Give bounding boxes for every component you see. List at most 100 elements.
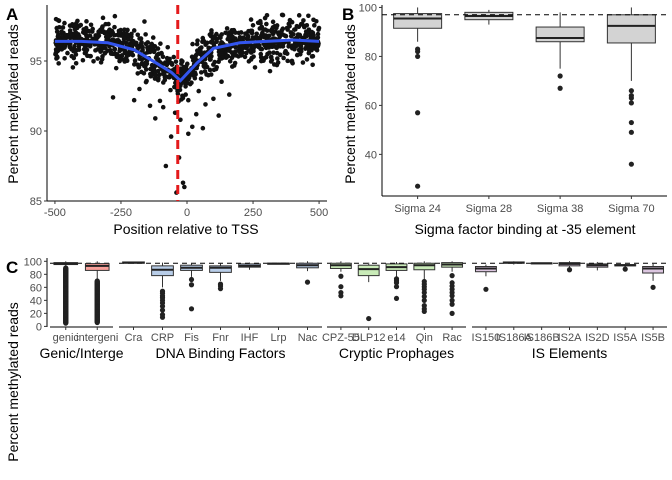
panel-a-point [129, 42, 135, 48]
panel-a-point [207, 32, 213, 37]
panel-a-point [252, 65, 258, 70]
panel-a-point [110, 37, 116, 42]
panel-b-iqr-rect [393, 13, 443, 29]
panel-a-point [262, 27, 268, 32]
panel-a-point [120, 40, 126, 46]
panel-c-outlier [421, 293, 427, 300]
panel-a-point [288, 30, 294, 35]
panel-c-outlier [159, 303, 166, 309]
panel-a-point [292, 46, 297, 52]
panel-a-point [270, 29, 276, 34]
panel-a-point [315, 43, 321, 49]
panel-a-point [103, 21, 108, 27]
panel-a-point [271, 62, 277, 67]
panel-c-outlier [338, 284, 344, 290]
panel-b-label: B [342, 5, 354, 24]
panel-b-xtick-label: Sigma 24 [394, 203, 440, 215]
panel-a-point [143, 60, 148, 66]
panel-c-box [385, 261, 408, 302]
panel-a-point [73, 52, 79, 57]
panel-a-point [158, 41, 163, 46]
panel-a-point [224, 26, 230, 31]
panel-c-iqr-rect [209, 265, 232, 273]
panel-c-outlier [421, 297, 427, 303]
panel-a-point [83, 30, 89, 35]
panel-c-box [84, 261, 110, 326]
panel-a-point [65, 50, 70, 56]
panel-a-point [117, 48, 122, 54]
panel-a-point [273, 44, 279, 50]
panel-a-point [99, 56, 105, 62]
panel-a-point [250, 36, 256, 42]
panel-a-plot: 85 90 95 -500 -250 0 250 500 [30, 5, 328, 219]
panel-a-points [53, 12, 322, 195]
panel-a-point [150, 35, 156, 40]
panel-a-point [204, 72, 209, 77]
panel-c-box [296, 261, 319, 285]
panel-a-point [212, 59, 217, 65]
panel-c-outlier [650, 284, 656, 290]
panel-a-point [211, 67, 217, 73]
panel-a-point [102, 51, 108, 56]
panel-a-point [254, 35, 259, 41]
panel-c-xtick-label: IS186A [496, 332, 533, 344]
panel-a-xtick-label: 0 [184, 207, 190, 219]
panel-a-point [219, 40, 224, 45]
panel-c-xtick-label: CRP [151, 332, 174, 344]
panel-a-point [62, 20, 67, 26]
panel-a-point [200, 39, 205, 45]
panel-a-point [310, 53, 316, 59]
panel-c-xtick-label: Fnr [212, 332, 229, 344]
panel-a-point [178, 81, 184, 86]
panel-c-outlier [483, 286, 489, 292]
panel-a-point [280, 32, 286, 37]
panel-c-facet-label: Cryptic Prophages [339, 345, 454, 361]
panel-a-point [264, 21, 269, 27]
panel-a-point [235, 48, 241, 53]
panel-b-xtick-label: Sigma 70 [608, 203, 654, 215]
panel-c-outlier [449, 301, 455, 307]
panel-c-plot: 020406080100genicintergeniGenic/IntergeC… [24, 256, 667, 361]
panel-a-point [53, 51, 59, 56]
panel-a-point [116, 30, 122, 35]
panel-c-box [530, 262, 553, 265]
panel-b-iqr-rect [606, 14, 656, 44]
panel-a-point [110, 95, 116, 100]
panel-c-xtick-label: Nac [298, 332, 318, 344]
panel-c-xtick-label: IS5A [613, 332, 638, 344]
panel-c-box [53, 261, 79, 326]
panel-a-point [157, 72, 162, 77]
panel-a-point [219, 79, 224, 85]
panel-c-facet-label: IS Elements [532, 345, 607, 361]
panel-a-point [277, 34, 283, 40]
panel-a-point [60, 25, 66, 30]
panel-a-point [311, 17, 316, 23]
panel-b-xtick-label: Sigma 38 [537, 203, 583, 215]
panel-a-point [164, 55, 170, 61]
panel-a-point [275, 56, 280, 61]
panel-c-iqr-rect [357, 264, 380, 277]
panel-c-box [329, 261, 352, 299]
panel-a-point [283, 48, 288, 54]
panel-a-point [113, 65, 119, 71]
panel-a-point [84, 19, 89, 24]
panel-b-plot: 40 60 80 100 Sigma 24 Sigma 28 Sigma 38 Sigma 7… [359, 2, 667, 215]
panel-a-point [229, 64, 235, 69]
panel-c-xtick-label: e14 [387, 332, 405, 344]
panel-c-outlier [622, 266, 628, 272]
panel-c-outlier [449, 297, 455, 303]
panel-a-point [198, 76, 204, 82]
panel-a-point [88, 22, 94, 28]
panel-a-point [100, 24, 105, 29]
panel-a-point [161, 72, 167, 77]
panel-c-outlier [338, 293, 344, 299]
panel-a-point [275, 60, 281, 65]
panel-c-label: C [6, 258, 18, 277]
panel-a-point [108, 51, 114, 56]
panel-a-point [294, 52, 300, 58]
panel-b-outlier [415, 110, 421, 116]
panel-c-box [614, 263, 637, 272]
panel-c-box [267, 262, 290, 265]
panel-a-point [153, 116, 158, 121]
panel-c-facet-label: Genic/Interge [39, 345, 123, 361]
